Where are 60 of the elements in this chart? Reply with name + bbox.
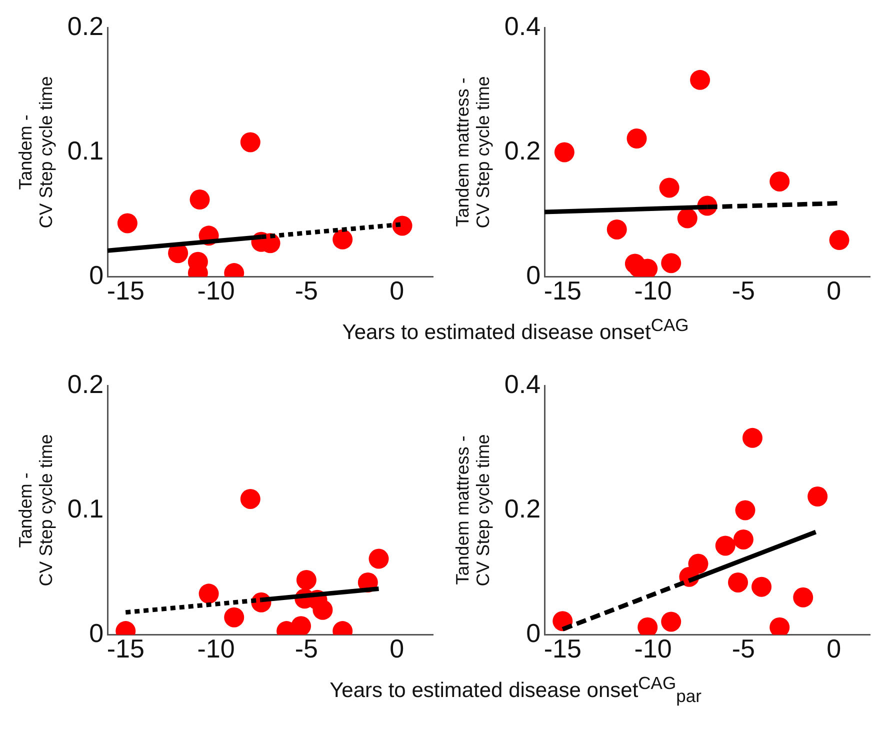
x-tick-label: 0	[390, 634, 404, 664]
x-tick-label: -5	[732, 276, 755, 306]
point	[690, 70, 710, 90]
point	[728, 572, 748, 592]
y-tick-label: 0.4	[504, 368, 541, 399]
y-tick-label: 0.4	[504, 10, 541, 41]
point	[742, 428, 762, 448]
y-tick-label: 0.2	[67, 10, 104, 41]
y-tick-label: 0.2	[67, 368, 104, 399]
y-axis-title: Tandem - CV Step cycle time	[15, 76, 56, 228]
point	[606, 219, 627, 240]
point	[829, 230, 850, 250]
x-tick-label: 0	[826, 276, 842, 306]
y-axis-title: Tandem mattress - CV Step cycle time	[452, 76, 494, 228]
point	[368, 548, 389, 569]
point	[291, 616, 312, 635]
x-tick-label: -10	[197, 276, 235, 306]
point	[117, 213, 138, 234]
point	[808, 486, 828, 506]
point	[715, 536, 736, 556]
point	[240, 132, 260, 152]
point	[554, 142, 574, 162]
y-axis-title: Tandem mattress - CV Step cycle time	[452, 434, 494, 586]
x-tick-label: -5	[294, 276, 318, 306]
point	[296, 570, 316, 590]
point	[793, 587, 814, 608]
point	[198, 584, 219, 604]
point	[312, 600, 333, 620]
x-tick-label: -5	[294, 634, 318, 664]
x-tick-label: -15	[544, 276, 582, 306]
y-axis-title: Tandem - CV Step cycle time	[15, 434, 56, 586]
point	[733, 529, 754, 550]
x-tick-label: 0	[390, 276, 404, 306]
y-tick-label: 0.1	[67, 493, 104, 524]
point	[626, 128, 647, 148]
x-tick-label: -15	[106, 634, 144, 664]
y-tick-label: 0.1	[67, 135, 104, 166]
point	[224, 607, 244, 628]
y-tick-label: 0.2	[504, 135, 541, 166]
point	[770, 171, 790, 192]
point	[190, 190, 210, 210]
point	[240, 488, 260, 509]
x-tick-label: -15	[544, 634, 582, 664]
x-tick-label: -5	[732, 634, 755, 664]
x-tick-label: -15	[106, 276, 144, 306]
point	[659, 178, 680, 198]
point	[752, 576, 772, 597]
x-tick-label: -10	[634, 634, 672, 664]
point	[677, 208, 698, 228]
x-tick-label: -10	[197, 634, 235, 664]
point	[332, 229, 353, 250]
point	[661, 612, 682, 632]
y-tick-label: 0.2	[504, 493, 541, 524]
x-tick-label: -10	[634, 276, 672, 306]
x-tick-label: 0	[826, 634, 842, 664]
x-axis-title: Years to estimated disease onset$^{CAG}$	[342, 315, 689, 344]
point	[392, 216, 412, 236]
point	[735, 500, 756, 520]
point	[688, 554, 708, 574]
point	[661, 253, 682, 274]
